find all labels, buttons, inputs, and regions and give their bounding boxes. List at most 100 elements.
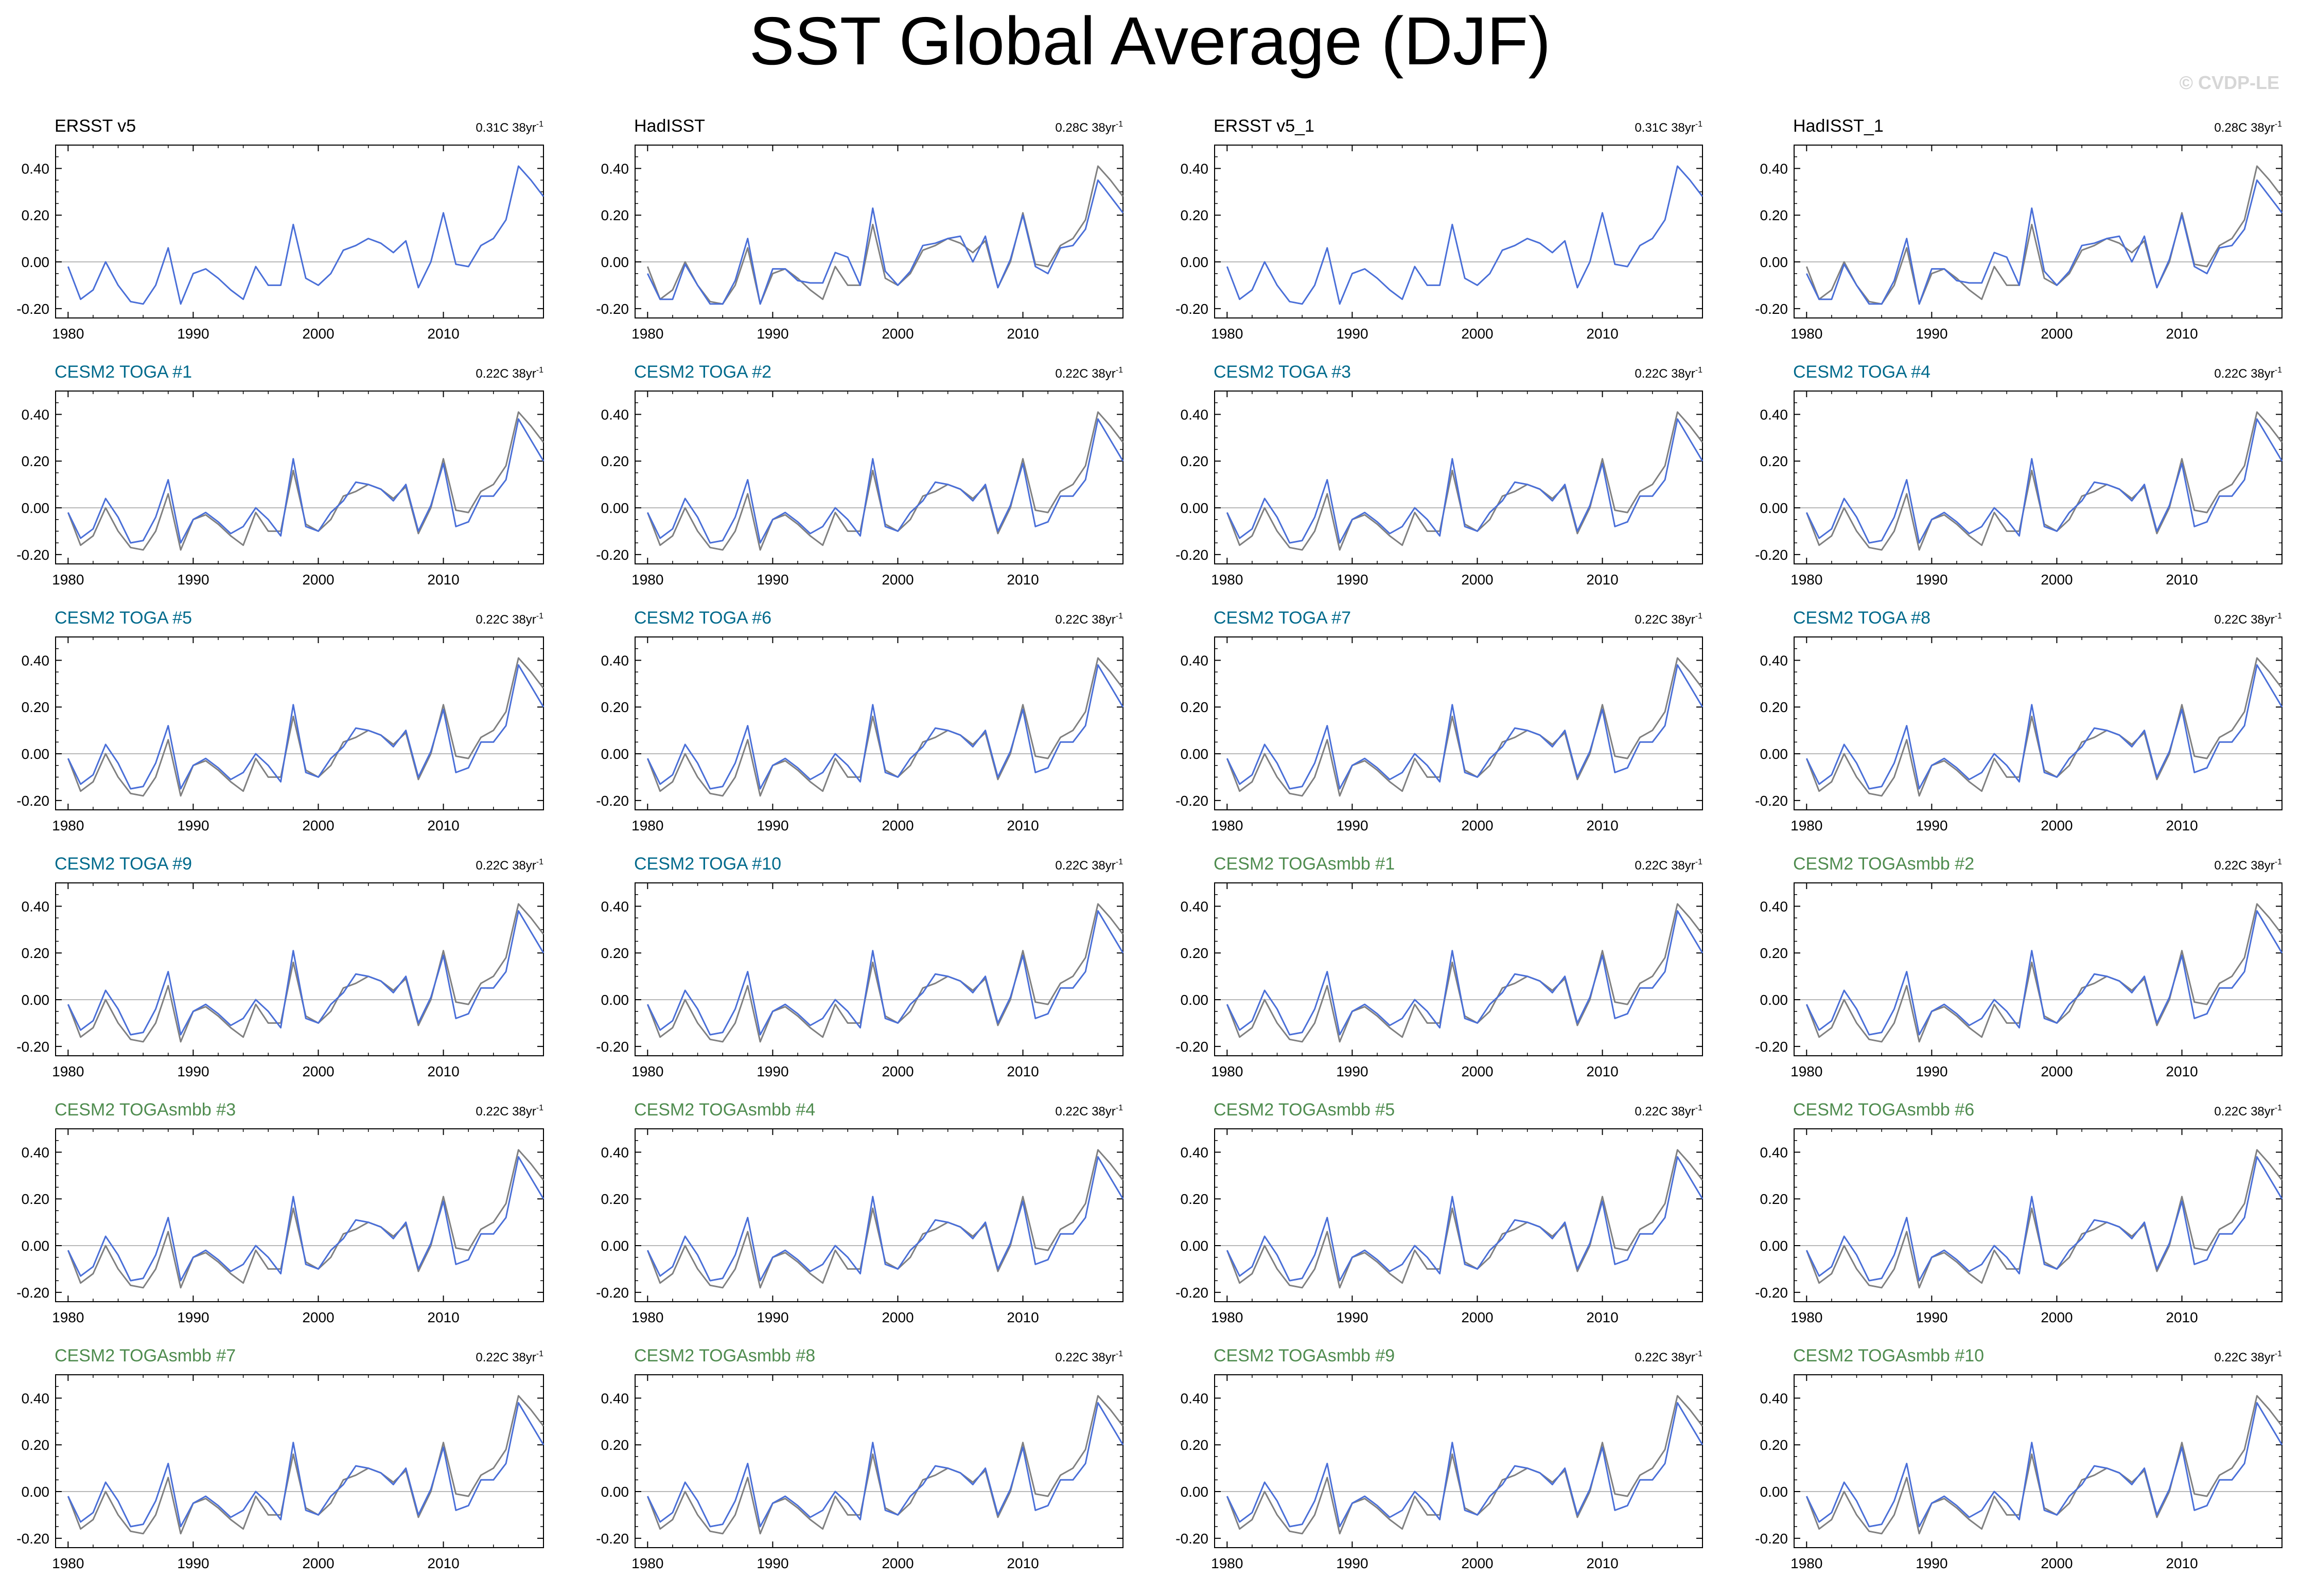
x-tick-label: 1990 — [177, 572, 209, 588]
panel-label: CESM2 TOGA #10 — [634, 854, 781, 874]
x-tick-label: 2000 — [2041, 1309, 2073, 1325]
plot-frame — [1794, 636, 2283, 810]
trend-exponent: -1 — [1116, 120, 1123, 129]
y-tick-label: 0.00 — [1760, 1484, 1788, 1500]
x-tick-label: 2000 — [302, 572, 334, 588]
y-tick-label: 0.40 — [601, 1144, 629, 1160]
series-line — [646, 664, 1124, 790]
y-tick-label: 0.00 — [1760, 746, 1788, 762]
x-tick-label: 2000 — [2041, 1063, 2073, 1079]
x-tick-label: 1990 — [1336, 1309, 1368, 1325]
plot-frame — [55, 1128, 544, 1302]
y-tick-label: 0.40 — [1181, 161, 1209, 176]
y-tick-label: 0.00 — [601, 1484, 629, 1500]
trend-exponent: -1 — [2275, 612, 2282, 620]
panel: HadISST_1 0.28C 38yr-1 -0.20 0.00 0.20 0.40 19… — [1755, 116, 2283, 342]
plot-frame — [635, 145, 1123, 318]
y-tick-label: -0.20 — [1755, 1039, 1788, 1055]
plot-frame — [1214, 636, 1703, 810]
y-tick-label: 0.00 — [1760, 254, 1788, 270]
y-tick-label: 0.00 — [601, 746, 629, 762]
x-tick-label: 2010 — [427, 1063, 459, 1079]
series-line — [67, 657, 545, 797]
y-tick-label: -0.20 — [596, 1039, 629, 1055]
x-tick-label: 2000 — [882, 326, 914, 342]
plot-frame — [1794, 1374, 2283, 1548]
series-line — [1805, 165, 2283, 305]
y-tick-label: 0.00 — [1181, 500, 1209, 516]
y-tick-label: 0.40 — [1760, 898, 1788, 914]
panel-label: CESM2 TOGA #7 — [1214, 608, 1351, 628]
x-tick-label: 1990 — [757, 1555, 788, 1571]
y-tick-label: 0.40 — [22, 898, 50, 914]
x-tick-label: 2000 — [302, 1555, 334, 1571]
trend-exponent: -1 — [2275, 1350, 2282, 1358]
series-line — [646, 1395, 1124, 1535]
plot-frame — [1794, 1128, 2283, 1302]
y-tick-label: 0.20 — [22, 1191, 50, 1207]
x-tick-label: 1990 — [1916, 1063, 1947, 1079]
series-line — [1226, 1149, 1704, 1289]
y-tick-label: 0.40 — [1760, 652, 1788, 668]
y-tick-label: -0.20 — [1175, 1039, 1208, 1055]
trend-exponent: -1 — [1695, 858, 1702, 866]
y-tick-label: -0.20 — [596, 547, 629, 563]
panel: CESM2 TOGA #8 0.22C 38yr-1 -0.20 0.00 0.20 0.… — [1755, 608, 2283, 834]
trend-exponent: -1 — [1116, 858, 1123, 866]
x-tick-label: 1990 — [1916, 1555, 1947, 1571]
panel-label: CESM2 TOGA #9 — [55, 854, 192, 874]
x-tick-label: 2010 — [1586, 1063, 1618, 1079]
y-tick-label: 0.20 — [1181, 207, 1209, 223]
x-tick-label: 2010 — [1007, 326, 1039, 342]
panel: CESM2 TOGA #3 0.22C 38yr-1 -0.20 0.00 0.20 0.… — [1175, 362, 1704, 588]
y-tick-label: 0.00 — [22, 500, 50, 516]
y-tick-label: 0.40 — [1760, 1144, 1788, 1160]
panel-label: CESM2 TOGA #5 — [55, 608, 192, 628]
panel: CESM2 TOGAsmbb #4 0.22C 38yr-1 -0.20 0.00 0.… — [596, 1100, 1124, 1325]
y-tick-label: 0.20 — [22, 207, 50, 223]
y-tick-label: 0.00 — [1181, 992, 1209, 1008]
series-line — [1805, 1395, 2283, 1535]
y-tick-label: 0.40 — [22, 406, 50, 422]
x-tick-label: 1990 — [1336, 326, 1368, 342]
plot-frame — [55, 391, 544, 564]
y-tick-label: -0.20 — [1755, 1531, 1788, 1547]
panel-label: CESM2 TOGAsmbb #1 — [1214, 854, 1395, 874]
y-tick-label: -0.20 — [16, 793, 49, 809]
panel-label: CESM2 TOGA #1 — [55, 362, 192, 382]
series-line — [646, 903, 1124, 1043]
y-tick-label: 0.20 — [1760, 699, 1788, 715]
series-line — [1226, 910, 1704, 1036]
panel-label: ERSST v5_1 — [1214, 116, 1314, 136]
y-tick-label: -0.20 — [1755, 547, 1788, 563]
panel: CESM2 TOGAsmbb #3 0.22C 38yr-1 -0.20 0.00 0.… — [16, 1100, 545, 1325]
x-tick-label: 1980 — [1790, 1309, 1822, 1325]
y-tick-label: 0.00 — [601, 992, 629, 1008]
x-tick-label: 2010 — [427, 326, 459, 342]
plot-frame — [635, 391, 1123, 564]
series-line — [646, 179, 1124, 305]
trend-label: 0.28C 38yr-1 — [2214, 120, 2282, 135]
x-tick-label: 1980 — [1211, 326, 1243, 342]
series-line — [67, 1395, 545, 1535]
series-line — [646, 165, 1124, 305]
x-tick-label: 1990 — [177, 1555, 209, 1571]
x-tick-label: 2000 — [882, 818, 914, 834]
trend-label: 0.22C 38yr-1 — [2214, 612, 2282, 627]
x-tick-label: 1990 — [177, 818, 209, 834]
panel-label: HadISST_1 — [1793, 116, 1884, 136]
series-line — [67, 903, 545, 1043]
panel-label: CESM2 TOGAsmbb #10 — [1793, 1346, 1984, 1366]
panel: CESM2 TOGA #2 0.22C 38yr-1 -0.20 0.00 0.20 0.… — [596, 362, 1124, 588]
trend-exponent: -1 — [2275, 120, 2282, 129]
x-tick-label: 1980 — [1790, 572, 1822, 588]
x-tick-label: 1990 — [757, 1309, 788, 1325]
series-line — [67, 411, 545, 551]
trend-exponent: -1 — [536, 612, 543, 620]
y-tick-label: 0.20 — [22, 945, 50, 961]
plot-frame — [1214, 1374, 1703, 1548]
x-tick-label: 2010 — [427, 818, 459, 834]
series-line — [1226, 165, 1704, 305]
plot-frame — [1794, 145, 2283, 318]
x-tick-label: 2010 — [1007, 818, 1039, 834]
